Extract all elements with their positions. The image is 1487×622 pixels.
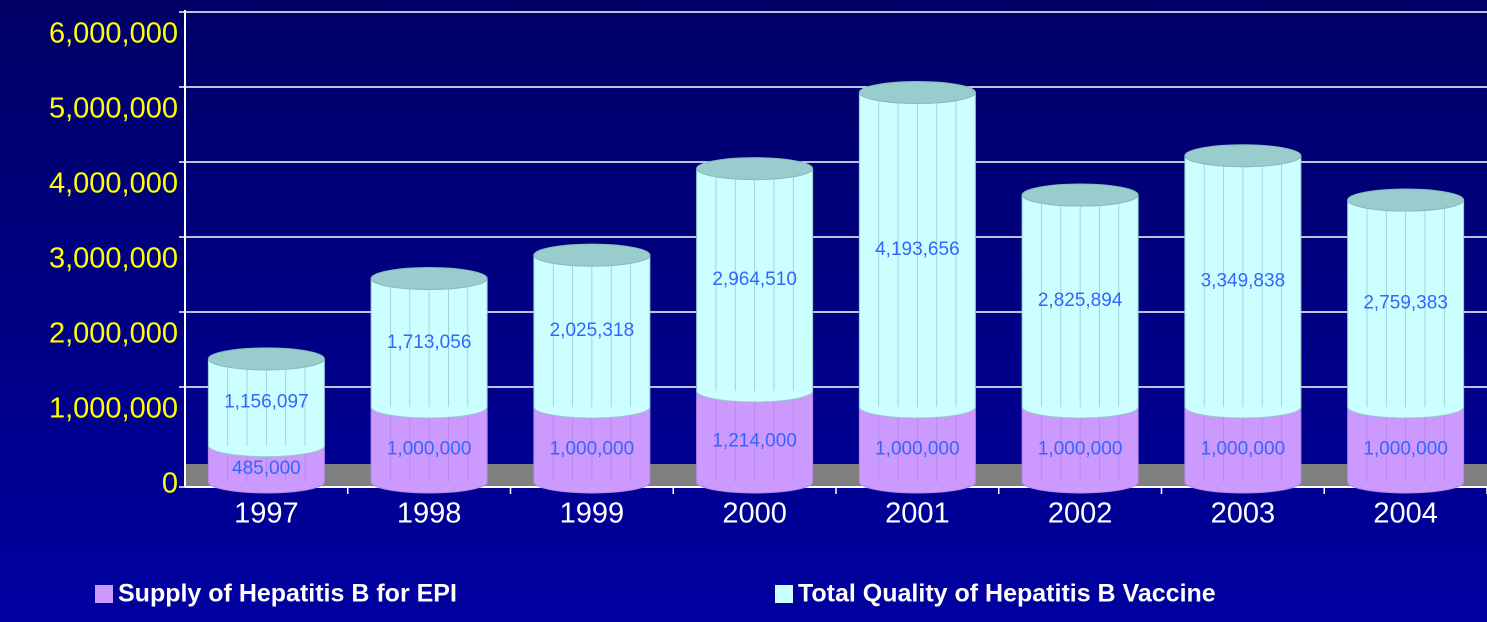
cylinder-top [533, 243, 651, 267]
x-tick-label: 1997 [234, 498, 299, 530]
y-tick-label: 2,000,000 [49, 318, 178, 350]
data-label: 4,193,656 [875, 239, 960, 260]
data-label: 485,000 [232, 458, 301, 479]
data-label: 1,000,000 [1038, 439, 1123, 460]
data-label: 2,025,318 [550, 320, 635, 341]
legend-swatch [95, 585, 113, 603]
y-tick-label: 0 [162, 468, 178, 500]
data-label: 1,214,000 [712, 430, 797, 451]
y-tick-label: 3,000,000 [49, 243, 178, 275]
x-tick-label: 2001 [885, 498, 950, 530]
data-label: 1,000,000 [550, 439, 635, 460]
data-label: 1,156,097 [224, 391, 309, 412]
x-tick-label: 1999 [560, 498, 625, 530]
y-tick-label: 1,000,000 [49, 393, 178, 425]
cylinder-top [858, 80, 976, 104]
floor [185, 464, 1487, 487]
y-tick-label: 6,000,000 [49, 18, 178, 50]
data-label: 1,000,000 [875, 439, 960, 460]
cylinder-top [1184, 144, 1302, 168]
cylinder-top [1021, 183, 1139, 207]
x-tick-label: 2004 [1373, 498, 1438, 530]
cylinder-top [207, 347, 325, 371]
data-label: 2,825,894 [1038, 290, 1123, 311]
data-label: 1,000,000 [1363, 439, 1448, 460]
data-label: 2,759,383 [1363, 293, 1448, 314]
data-label: 1,000,000 [387, 439, 472, 460]
data-label: 1,000,000 [1201, 439, 1286, 460]
y-tick-label: 4,000,000 [49, 168, 178, 200]
y-tick-label: 5,000,000 [49, 93, 178, 125]
legend-swatch [775, 585, 793, 603]
cylinder-top [370, 267, 488, 291]
data-label: 1,713,056 [387, 332, 472, 353]
cylinder-top [1347, 188, 1465, 212]
x-tick-label: 2000 [722, 498, 787, 530]
legend-label: Supply of Hepatitis B for EPI [118, 580, 457, 608]
x-tick-label: 1998 [397, 498, 462, 530]
legend-label: Total Quality of Hepatitis B Vaccine [798, 580, 1216, 608]
data-label: 2,964,510 [712, 269, 797, 290]
x-tick-label: 2002 [1048, 498, 1113, 530]
cylinder-top [696, 157, 814, 181]
x-tick-label: 2003 [1211, 498, 1276, 530]
data-label: 3,349,838 [1201, 270, 1286, 291]
